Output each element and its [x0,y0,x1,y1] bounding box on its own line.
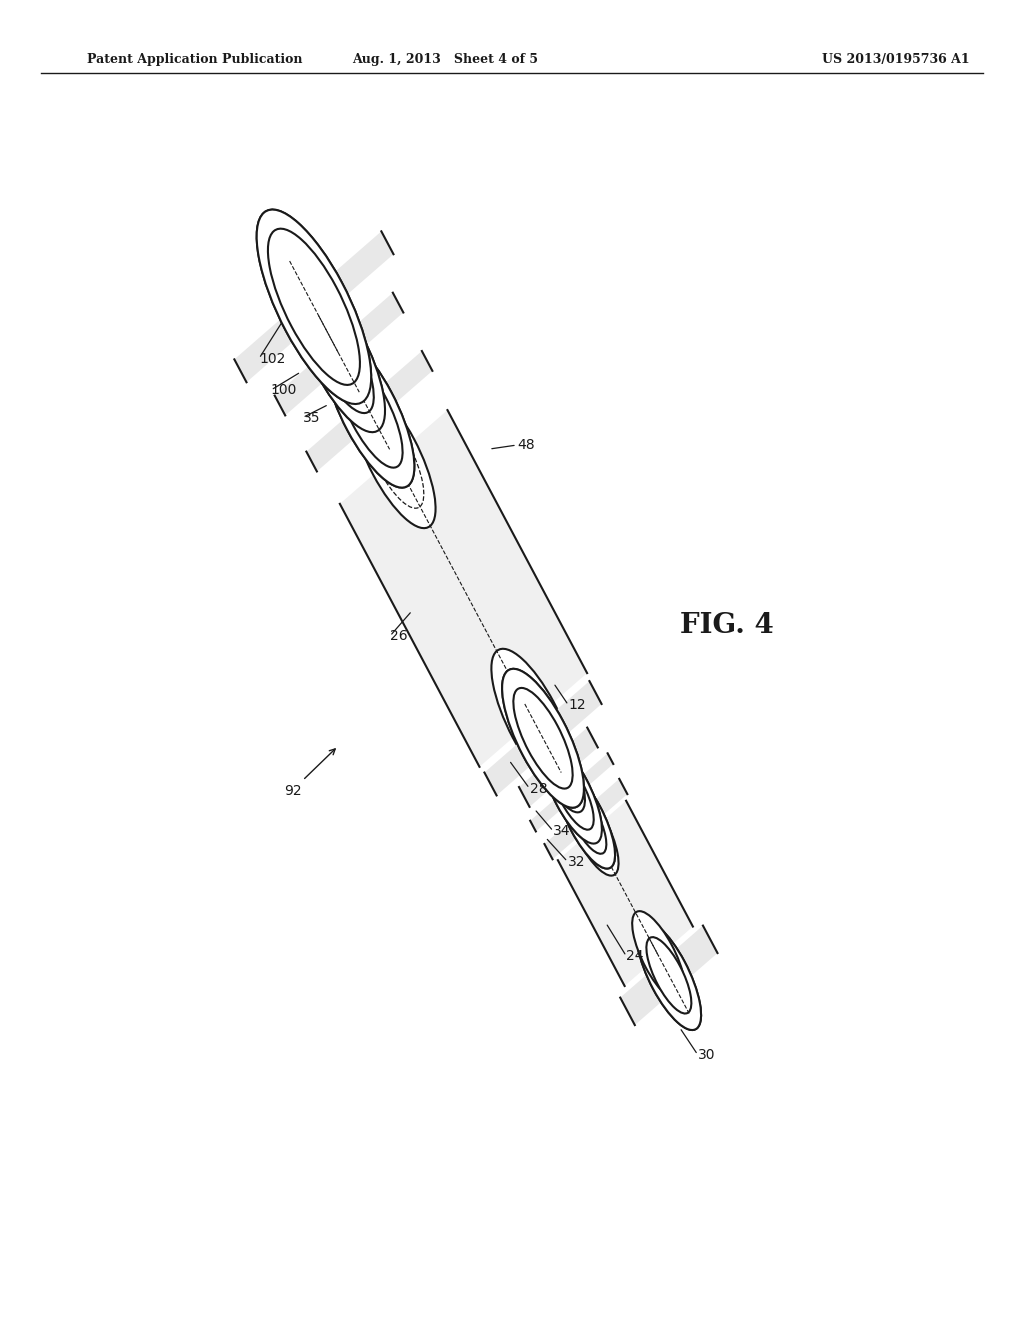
Ellipse shape [557,770,615,869]
Polygon shape [234,231,393,383]
Text: 32: 32 [567,855,585,869]
Text: 92: 92 [285,784,302,797]
Ellipse shape [531,722,585,812]
Ellipse shape [325,335,415,487]
Text: Patent Application Publication: Patent Application Publication [87,53,302,66]
Polygon shape [306,351,432,471]
Bar [392,445,402,459]
Ellipse shape [336,355,402,467]
Ellipse shape [565,785,618,875]
Text: 26: 26 [390,630,408,643]
Polygon shape [519,727,598,807]
Polygon shape [545,779,628,859]
Text: 102: 102 [259,351,286,366]
Text: 30: 30 [697,1048,716,1061]
Polygon shape [558,801,693,986]
Polygon shape [621,925,718,1026]
Ellipse shape [336,355,402,467]
Ellipse shape [268,228,359,385]
Ellipse shape [293,276,385,432]
Ellipse shape [646,937,691,1014]
Ellipse shape [513,688,572,788]
Ellipse shape [502,669,584,808]
Ellipse shape [565,784,606,854]
Ellipse shape [637,920,701,1030]
Ellipse shape [632,911,685,1002]
Ellipse shape [550,755,594,830]
Text: 35: 35 [303,411,321,425]
Polygon shape [274,293,403,416]
Ellipse shape [550,755,594,830]
Text: 28: 28 [529,781,547,796]
Ellipse shape [257,210,371,404]
Ellipse shape [542,741,602,843]
Text: 12: 12 [568,698,586,713]
Text: 24: 24 [627,949,644,964]
Ellipse shape [351,385,435,528]
Ellipse shape [531,722,585,812]
Ellipse shape [637,920,701,1030]
Polygon shape [340,411,587,767]
Ellipse shape [540,737,577,799]
Text: 48: 48 [517,438,535,451]
Ellipse shape [502,669,584,808]
Text: Aug. 1, 2013   Sheet 4 of 5: Aug. 1, 2013 Sheet 4 of 5 [352,53,539,66]
Ellipse shape [646,937,691,1014]
Text: 100: 100 [270,383,297,397]
Ellipse shape [293,276,385,432]
Ellipse shape [304,296,374,413]
Text: FIG. 4: FIG. 4 [680,612,774,639]
Ellipse shape [325,335,415,487]
Text: US 2013/0195736 A1: US 2013/0195736 A1 [822,53,970,66]
Ellipse shape [492,648,575,791]
Ellipse shape [542,741,602,843]
Ellipse shape [513,688,572,788]
Ellipse shape [304,296,374,413]
Ellipse shape [257,210,371,404]
Polygon shape [530,754,613,832]
Ellipse shape [557,770,615,869]
Ellipse shape [565,784,606,854]
Ellipse shape [540,737,577,799]
Polygon shape [484,681,601,796]
Ellipse shape [268,228,359,385]
Text: 34: 34 [553,824,570,838]
